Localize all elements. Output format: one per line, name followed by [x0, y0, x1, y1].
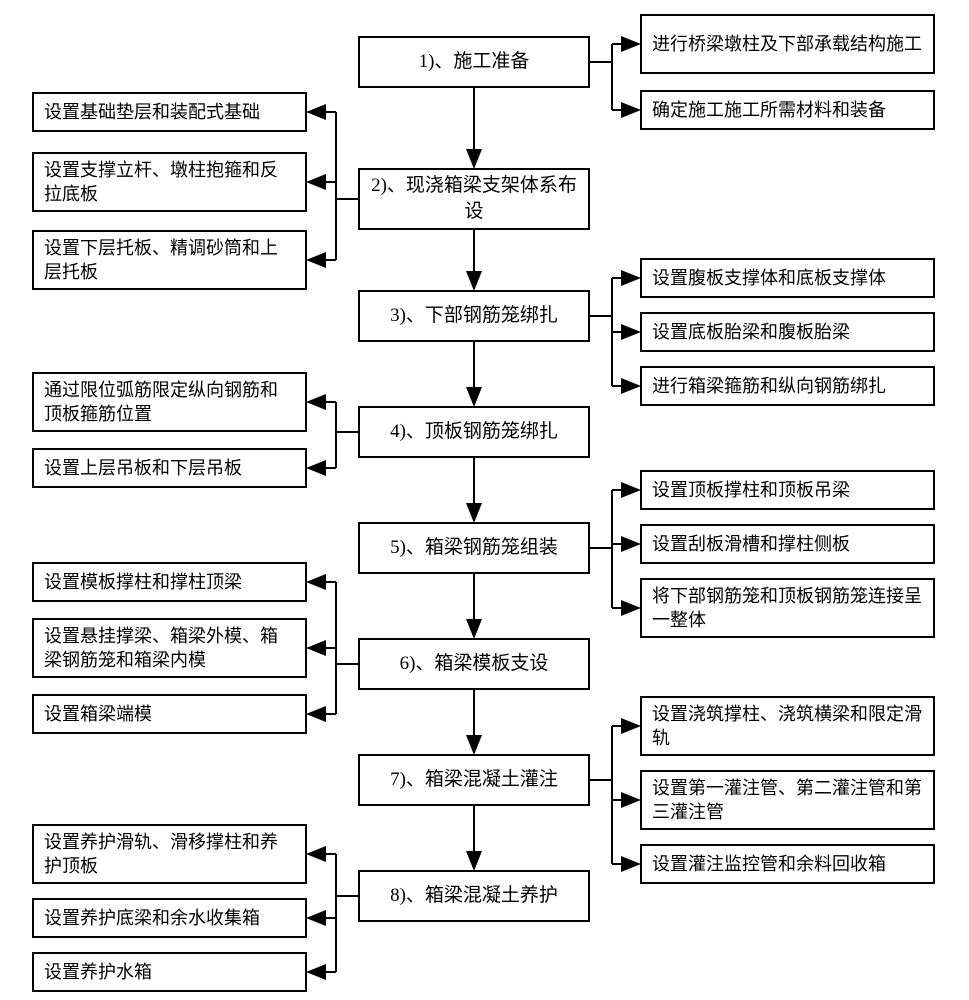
- s2-left-2: 设置下层托板、精调砂筒和上层托板: [32, 230, 307, 290]
- step-2-label: 2)、现浇箱梁支架体系布设: [370, 173, 578, 224]
- step-6: 6)、箱梁模板支设: [358, 638, 590, 690]
- s6-left-0-label: 设置模板撑柱和撑柱顶梁: [44, 570, 242, 594]
- s3-right-1-label: 设置底板胎梁和腹板胎梁: [652, 320, 850, 344]
- step-5: 5)、箱梁钢筋笼组装: [358, 522, 590, 574]
- s8-left-0: 设置养护滑轨、滑移撑柱和养护顶板: [32, 824, 307, 884]
- s2-left-1: 设置支撑立杆、墩柱抱箍和反拉底板: [32, 152, 307, 212]
- s4-left-0: 通过限位弧筋限定纵向钢筋和顶板箍筋位置: [32, 372, 307, 432]
- s6-left-2-label: 设置箱梁端模: [44, 702, 152, 726]
- step-2: 2)、现浇箱梁支架体系布设: [358, 168, 590, 230]
- s2-left-2-label: 设置下层托板、精调砂筒和上层托板: [44, 236, 295, 285]
- s5-right-0-label: 设置顶板撑柱和顶板吊梁: [652, 478, 850, 502]
- s5-right-2-label: 将下部钢筋笼和顶板钢筋笼连接呈一整体: [652, 584, 923, 633]
- s5-right-2: 将下部钢筋笼和顶板钢筋笼连接呈一整体: [640, 578, 935, 638]
- s8-left-2-label: 设置养护水箱: [44, 960, 152, 984]
- s4-left-1: 设置上层吊板和下层吊板: [32, 448, 307, 488]
- step-8: 8)、箱梁混凝土养护: [358, 870, 590, 922]
- step-6-label: 6)、箱梁模板支设: [400, 651, 549, 677]
- s4-left-0-label: 通过限位弧筋限定纵向钢筋和顶板箍筋位置: [44, 378, 295, 427]
- step-8-label: 8)、箱梁混凝土养护: [390, 883, 558, 909]
- s1-right-1: 确定施工施工所需材料和装备: [640, 90, 935, 130]
- s6-left-1: 设置悬挂撑梁、箱梁外模、箱梁钢筋笼和箱梁内模: [32, 618, 307, 678]
- s8-left-1-label: 设置养护底梁和余水收集箱: [44, 906, 260, 930]
- s4-left-1-label: 设置上层吊板和下层吊板: [44, 456, 242, 480]
- s7-right-2: 设置灌注监控管和余料回收箱: [640, 844, 935, 884]
- s5-right-1-label: 设置刮板滑槽和撑柱侧板: [652, 532, 850, 556]
- s1-right-0-label: 进行桥梁墩柱及下部承载结构施工: [652, 32, 922, 56]
- step-5-label: 5)、箱梁钢筋笼组装: [390, 535, 558, 561]
- s2-left-0-label: 设置基础垫层和装配式基础: [44, 100, 260, 124]
- s8-left-2: 设置养护水箱: [32, 952, 307, 992]
- s7-right-0-label: 设置浇筑撑柱、浇筑横梁和限定滑轨: [652, 702, 923, 751]
- s3-right-0-label: 设置腹板支撑体和底板支撑体: [652, 266, 886, 290]
- s2-left-0: 设置基础垫层和装配式基础: [32, 92, 307, 132]
- step-7-label: 7)、箱梁混凝土灌注: [390, 767, 558, 793]
- step-1: 1)、施工准备: [358, 36, 590, 88]
- step-3: 3)、下部钢筋笼绑扎: [358, 290, 590, 342]
- s5-right-1: 设置刮板滑槽和撑柱侧板: [640, 524, 935, 564]
- step-3-label: 3)、下部钢筋笼绑扎: [390, 303, 558, 329]
- step-7: 7)、箱梁混凝土灌注: [358, 754, 590, 806]
- s6-left-0: 设置模板撑柱和撑柱顶梁: [32, 562, 307, 602]
- step-4-label: 4)、顶板钢筋笼绑扎: [390, 419, 558, 445]
- s6-left-1-label: 设置悬挂撑梁、箱梁外模、箱梁钢筋笼和箱梁内模: [44, 624, 295, 673]
- s6-left-2: 设置箱梁端模: [32, 694, 307, 734]
- s8-left-1: 设置养护底梁和余水收集箱: [32, 898, 307, 938]
- s3-right-2-label: 进行箱梁箍筋和纵向钢筋绑扎: [652, 374, 886, 398]
- s7-right-2-label: 设置灌注监控管和余料回收箱: [652, 852, 886, 876]
- s7-right-0: 设置浇筑撑柱、浇筑横梁和限定滑轨: [640, 696, 935, 756]
- s7-right-1-label: 设置第一灌注管、第二灌注管和第三灌注管: [652, 776, 923, 825]
- s3-right-1: 设置底板胎梁和腹板胎梁: [640, 312, 935, 352]
- step-4: 4)、顶板钢筋笼绑扎: [358, 406, 590, 458]
- s1-right-1-label: 确定施工施工所需材料和装备: [652, 98, 886, 122]
- s8-left-0-label: 设置养护滑轨、滑移撑柱和养护顶板: [44, 830, 295, 879]
- s3-right-0: 设置腹板支撑体和底板支撑体: [640, 258, 935, 298]
- s3-right-2: 进行箱梁箍筋和纵向钢筋绑扎: [640, 366, 935, 406]
- s5-right-0: 设置顶板撑柱和顶板吊梁: [640, 470, 935, 510]
- step-1-label: 1)、施工准备: [419, 49, 530, 75]
- s2-left-1-label: 设置支撑立杆、墩柱抱箍和反拉底板: [44, 158, 295, 207]
- s7-right-1: 设置第一灌注管、第二灌注管和第三灌注管: [640, 770, 935, 830]
- s1-right-0: 进行桥梁墩柱及下部承载结构施工: [640, 14, 935, 74]
